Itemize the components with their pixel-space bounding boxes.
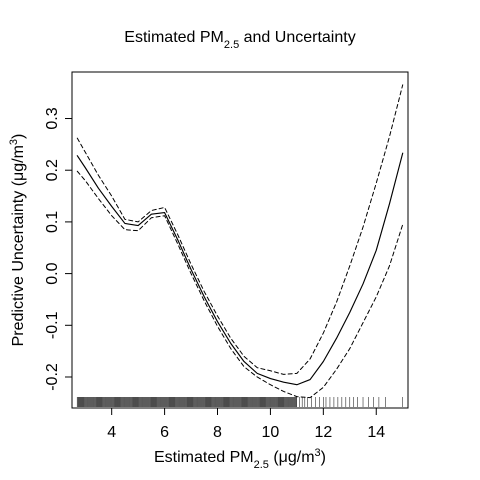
- chart-title-subscript: 2.5: [224, 39, 239, 51]
- y-tick-label: -0.2: [44, 363, 61, 391]
- y-tick-label: 0.2: [44, 159, 61, 181]
- plot-frame: [71, 71, 409, 409]
- y-axis-label-main: Predictive Uncertainty (μg/m: [10, 145, 27, 346]
- y-axis-label: Predictive Uncertainty (μg/m3): [8, 134, 27, 347]
- x-axis-label-subscript: 2.5: [254, 459, 269, 471]
- y-tick-label: 0.3: [44, 107, 61, 129]
- curve-layer: [76, 84, 404, 399]
- rug-layer: [76, 397, 403, 407]
- svg-text:Estimated PM2.5 and Uncertain: Estimated PM2.5 and Uncertainty: [124, 29, 355, 51]
- svg-text:Predictive Uncertainty (μg/m3): Predictive Uncertainty (μg/m3): [8, 134, 27, 347]
- y-axis: -0.2 -0.1 0.0 0.1 0.2 0.3: [44, 107, 72, 391]
- y-tick-label: 0.1: [44, 211, 61, 233]
- series-lower-bound: [76, 170, 404, 399]
- x-tick-label: 10: [262, 424, 280, 441]
- x-tick-label: 8: [213, 424, 222, 441]
- y-tick-label: 0.0: [44, 262, 61, 284]
- y-axis-label-suffix: ): [10, 134, 27, 139]
- series-upper-bound: [76, 84, 404, 375]
- x-axis-label-suffix: ): [321, 449, 326, 466]
- x-axis-label-superscript: 3: [315, 447, 321, 459]
- x-tick-label: 6: [160, 424, 169, 441]
- y-tick-label: -0.1: [44, 311, 61, 339]
- y-axis-label-superscript: 3: [8, 139, 20, 145]
- chart-title: Estimated PM2.5 and Uncertainty: [124, 29, 355, 51]
- x-tick-label: 14: [367, 424, 385, 441]
- chart-title-suffix: and Uncertainty: [239, 29, 356, 46]
- svg-text:Estimated PM2.5 (μg/m3): Estimated PM2.5 (μg/m3): [154, 447, 326, 471]
- x-axis-label-main: Estimated PM: [154, 449, 254, 466]
- x-tick-label: 12: [314, 424, 332, 441]
- series-estimate: [76, 152, 404, 386]
- x-axis-label: Estimated PM2.5 (μg/m3): [154, 447, 326, 471]
- x-axis-label-middle: (μg/m: [269, 449, 315, 466]
- x-axis: 4 6 8 10 12 14: [107, 408, 385, 441]
- x-tick-label: 4: [107, 424, 116, 441]
- chart-title-main: Estimated PM: [124, 29, 224, 46]
